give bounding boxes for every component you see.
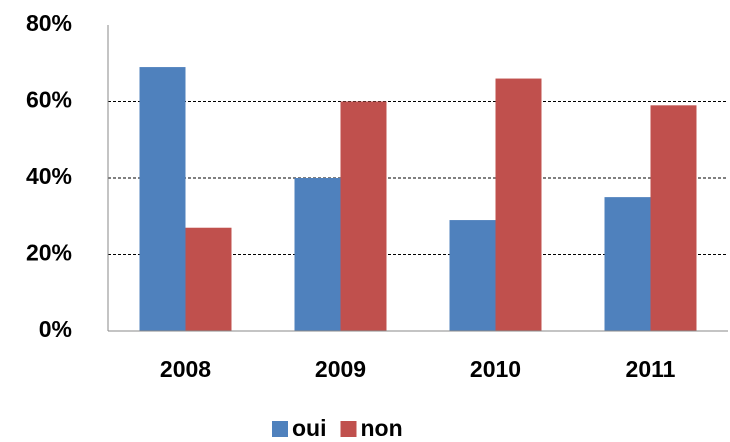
x-tick-label: 2010 xyxy=(470,356,521,382)
y-tick-label: 0% xyxy=(39,316,72,342)
y-tick-label: 20% xyxy=(26,240,72,266)
legend-swatch xyxy=(272,421,288,437)
bar xyxy=(449,220,496,331)
y-tick-label: 80% xyxy=(26,10,72,36)
bar xyxy=(495,78,542,331)
bar xyxy=(185,227,232,331)
x-tick-label: 2008 xyxy=(160,356,211,382)
y-tick-label: 60% xyxy=(26,87,72,113)
legend-swatch xyxy=(340,421,357,437)
y-tick-label: 40% xyxy=(26,163,72,189)
x-tick-label: 2009 xyxy=(315,356,366,382)
legend-label: oui xyxy=(292,415,327,441)
bar xyxy=(650,105,697,331)
bar xyxy=(340,101,387,331)
bar xyxy=(604,197,651,331)
bar xyxy=(294,178,341,331)
legend-label: non xyxy=(361,415,403,441)
bar xyxy=(139,67,186,331)
x-tick-label: 2011 xyxy=(626,356,676,382)
